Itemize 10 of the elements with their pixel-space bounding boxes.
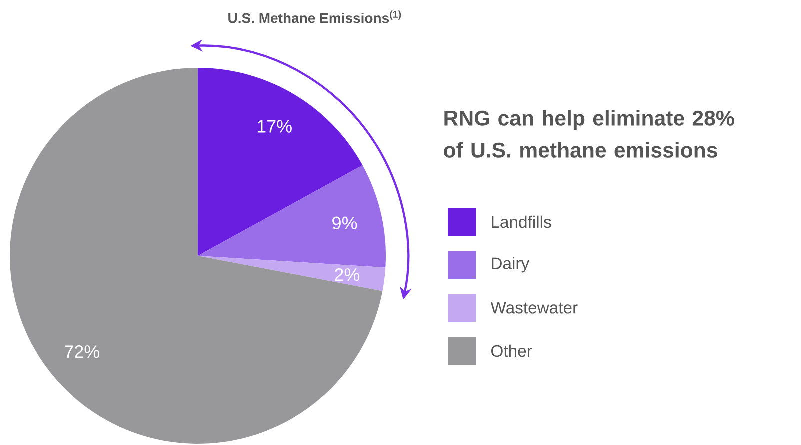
legend-label: Landfills	[492, 216, 552, 228]
text: RNG can help eliminate 28% of U.S. methane emissions	[444, 110, 734, 158]
legend-label: Dairy	[492, 257, 530, 273]
chart-title: U.S. Methane Emissions$^{(1)}$	[228, 10, 402, 24]
data-label: 72%	[65, 346, 100, 358]
data-label: 17%	[258, 120, 292, 133]
legend-label: Wastewater	[490, 302, 578, 314]
data-label: 2%	[335, 268, 360, 282]
legend-label: Other	[492, 344, 532, 358]
data-label: 9%	[332, 216, 358, 230]
